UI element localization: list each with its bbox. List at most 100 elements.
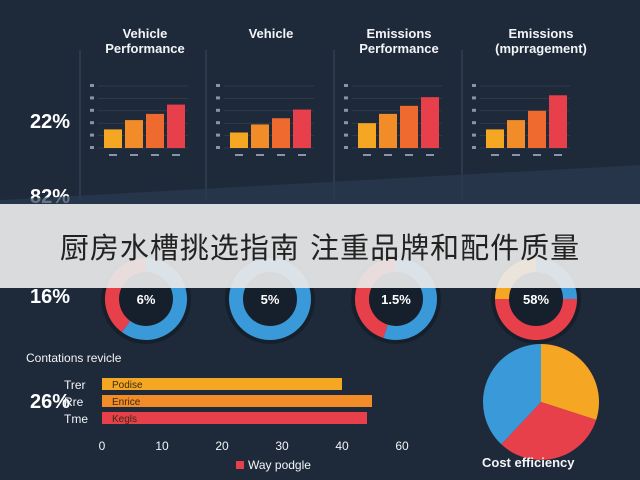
bar: [230, 132, 248, 148]
bar: [486, 129, 504, 148]
y-tick-mark: [90, 121, 94, 125]
x-tick-mark: [533, 154, 541, 156]
x-tick-mark: [130, 154, 138, 156]
panel-1-title: Vehicle Performance: [80, 26, 210, 56]
y-tick-mark: [216, 96, 220, 100]
banner-text: 厨房水槽挑选指南 注重品牌和配件质量: [59, 231, 581, 265]
x-tick-mark: [384, 154, 392, 156]
pie-caption: Cost efficiency: [482, 455, 575, 470]
bar: [104, 129, 122, 148]
y-tick-mark: [216, 108, 220, 112]
hbar-category-label: Trer: [64, 378, 86, 392]
left-percentage-1: 22%: [30, 111, 71, 133]
panel-2-title-line1: Vehicle: [248, 26, 294, 41]
hbar-inner-label: Kegls: [112, 414, 137, 425]
bar: [293, 109, 311, 148]
cost-efficiency-pie: [483, 344, 599, 461]
x-tick-mark: [256, 154, 264, 156]
x-tick-mark: [298, 154, 306, 156]
hbar-category-label: Tme: [64, 412, 88, 426]
y-tick-mark: [90, 146, 94, 149]
trend-band: [0, 165, 640, 205]
x-tick-label: 20: [215, 439, 229, 453]
x-tick-label: 30: [275, 439, 289, 453]
horizontal-bar-chart: Podise Trer Enrice Rre Kegls Tme 0 10 20 30 40 60: [64, 378, 409, 453]
bar: [125, 120, 143, 148]
y-tick-mark: [472, 146, 476, 149]
overlay-banner: 厨房水槽挑选指南 注重品牌和配件质量: [0, 204, 640, 288]
y-tick-mark: [216, 133, 220, 137]
x-tick-label: 0: [99, 439, 106, 453]
donut-label: 6%: [137, 292, 156, 307]
x-tick-label: 60: [395, 439, 409, 453]
hbar-legend-label: Way podgle: [248, 458, 311, 472]
y-tick-mark: [216, 121, 220, 125]
hbar-legend: Way podgle: [236, 458, 311, 472]
section-title: Contations revicle: [26, 351, 122, 365]
bar: [379, 113, 397, 148]
y-tick-mark: [344, 84, 348, 87]
y-tick-mark: [472, 133, 476, 137]
hbar: [102, 412, 367, 424]
donut-slice: [495, 298, 577, 340]
y-tick-mark: [216, 84, 220, 87]
hbar-inner-label: Podise: [112, 380, 143, 391]
panel-3-title-line1: Emissions: [366, 26, 432, 41]
x-tick-mark: [235, 154, 243, 156]
x-tick-mark: [151, 154, 159, 156]
y-tick-mark: [472, 96, 476, 100]
y-tick-mark: [344, 96, 348, 100]
panel-4-title-line2: (mprragement): [495, 41, 587, 56]
bar: [167, 104, 185, 148]
bar: [146, 113, 164, 148]
panel-3-title-line2: Performance: [359, 41, 439, 56]
y-tick-mark: [472, 121, 476, 125]
pie-slice: [483, 344, 541, 445]
donut-label: 5%: [261, 292, 280, 307]
panel-4-title-line1: Emissions: [508, 26, 574, 41]
y-tick-mark: [344, 108, 348, 112]
hbar-category-label: Rre: [64, 395, 84, 409]
x-tick-mark: [405, 154, 413, 156]
y-tick-mark: [472, 108, 476, 112]
x-tick-label: 10: [155, 439, 169, 453]
panel-2-title: Vehicle: [206, 26, 336, 41]
x-tick-mark: [277, 154, 285, 156]
y-tick-mark: [90, 108, 94, 112]
bar-panels: [90, 84, 570, 156]
bar: [251, 124, 269, 148]
donut-label: 1.5%: [381, 292, 411, 307]
y-tick-mark: [216, 146, 220, 149]
x-tick-mark: [109, 154, 117, 156]
left-percentage-3: 16%: [30, 286, 71, 308]
bar: [358, 123, 376, 148]
bar: [507, 120, 525, 148]
hbar-inner-label: Enrice: [112, 397, 141, 408]
y-tick-mark: [344, 146, 348, 149]
bar: [528, 110, 546, 148]
x-tick-mark: [363, 154, 371, 156]
y-tick-mark: [90, 96, 94, 100]
left-percentage-4: 26%: [30, 391, 71, 413]
y-tick-mark: [344, 133, 348, 137]
pie-slice: [541, 344, 599, 420]
hbar: [102, 378, 342, 390]
y-tick-mark: [90, 84, 94, 87]
bar: [549, 95, 567, 148]
x-tick-mark: [491, 154, 499, 156]
y-tick-mark: [472, 84, 476, 87]
donut-label: 58%: [523, 292, 549, 307]
panel-3-title: Emissions Performance: [334, 26, 464, 56]
bar: [421, 97, 439, 148]
x-tick-mark: [554, 154, 562, 156]
x-tick-mark: [172, 154, 180, 156]
panel-4-title: Emissions (mprragement): [476, 26, 606, 56]
x-tick-mark: [512, 154, 520, 156]
panel-1-title-line1: Vehicle: [122, 26, 168, 41]
pie-slice: [501, 402, 597, 461]
y-tick-mark: [344, 121, 348, 125]
x-tick-mark: [426, 154, 434, 156]
x-tick-label: 40: [335, 439, 349, 453]
